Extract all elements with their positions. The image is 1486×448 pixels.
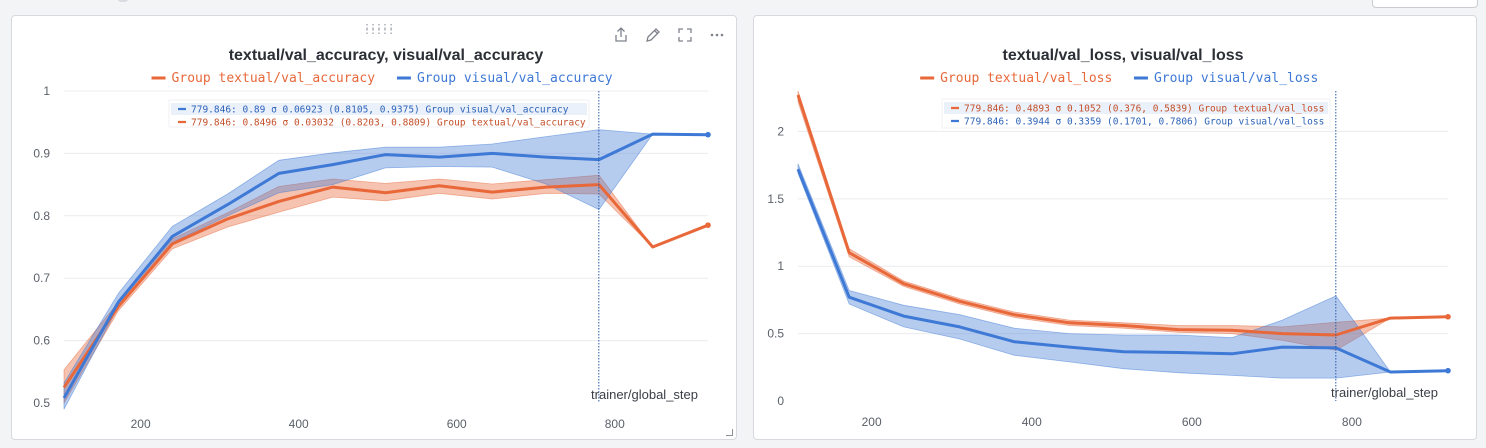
- loss-chart[interactable]: textual/val_loss, visual/val_loss Group t…: [754, 16, 1477, 440]
- tooltip-row-textual: 779.846: 0.4893 σ 0.1052 (0.376, 0.5839)…: [964, 103, 1324, 114]
- series-endpoint-textual: [705, 222, 711, 228]
- legend-item-visual: Group visual/val_loss: [1133, 71, 1318, 86]
- error-band-visual: [63, 129, 709, 410]
- series-endpoint-visual: [1445, 367, 1451, 374]
- drag-handle-icon[interactable]: ::::::::::: [364, 21, 395, 37]
- x-tick-label: 200: [131, 417, 151, 431]
- tooltip-row-textual: 779.846: 0.8496 σ 0.03032 (0.8203, 0.880…: [191, 117, 586, 128]
- y-tick-label: 0.8: [33, 209, 50, 223]
- hover-tooltip: 779.846: 0.4893 σ 0.1052 (0.376, 0.5839)…: [941, 98, 1331, 129]
- resize-handle-icon[interactable]: [726, 429, 733, 436]
- chart-title: textual/val_accuracy, visual/val_accurac…: [229, 47, 544, 64]
- error-band-visual: [797, 163, 1449, 379]
- chart-panel-loss: textual/val_loss, visual/val_loss Group t…: [753, 15, 1477, 440]
- hover-tooltip: 779.846: 0.89 σ 0.06923 (0.8105, 0.9375)…: [168, 99, 590, 128]
- series-line-visual: [796, 168, 1449, 374]
- tooltip-row-visual: 779.846: 0.89 σ 0.06923 (0.8105, 0.9375)…: [191, 104, 569, 115]
- more-icon[interactable]: [708, 26, 726, 44]
- series-endpoint-visual: [705, 131, 711, 138]
- chart-panel-accuracy: :::::::::: textual/val_accuracy, visual/…: [11, 15, 737, 440]
- legend-label-visual: Group visual/val_loss: [1154, 71, 1318, 86]
- x-tick-label: 800: [605, 417, 625, 431]
- top-indicator: [118, 0, 128, 2]
- x-tick-label: 400: [1022, 415, 1042, 429]
- error-band-textual: [63, 174, 709, 405]
- x-axis-label: trainer/global_step: [1331, 385, 1438, 400]
- edit-icon[interactable]: [644, 26, 662, 44]
- x-tick-label: 400: [289, 417, 309, 431]
- x-tick-label: 800: [1342, 415, 1362, 429]
- y-tick-label: 1: [43, 84, 50, 98]
- fullscreen-icon[interactable]: [676, 26, 694, 44]
- accuracy-chart[interactable]: textual/val_accuracy, visual/val_accurac…: [12, 16, 737, 440]
- x-tick-label: 600: [1182, 415, 1202, 429]
- top-toolbar-button[interactable]: [1372, 0, 1478, 8]
- x-tick-label: 200: [862, 415, 882, 429]
- series-line-visual: [62, 132, 709, 399]
- y-tick-label: 0.7: [33, 271, 50, 285]
- legend-item-textual: Group textual/val_loss: [920, 71, 1112, 86]
- tooltip-highlight-row: [944, 102, 1328, 114]
- y-tick-label: 0.6: [33, 334, 50, 348]
- y-tick-label: 1.5: [767, 192, 784, 206]
- chart-title: textual/val_loss, visual/val_loss: [1002, 47, 1243, 64]
- y-tick-label: 0.5: [33, 396, 50, 410]
- y-tick-label: 0.5: [767, 327, 784, 341]
- legend-item-visual: Group visual/val_accuracy: [396, 71, 613, 86]
- y-tick-label: 1: [777, 259, 784, 273]
- legend: Group textual/val_loss Group visual/val_l…: [920, 71, 1318, 86]
- share-icon[interactable]: [612, 26, 630, 44]
- y-tick-label: 2: [777, 124, 784, 138]
- series-line-textual: [62, 183, 709, 389]
- series-endpoint-textual: [1445, 313, 1451, 320]
- legend-label-textual: Group textual/val_loss: [940, 71, 1112, 86]
- legend-label-textual: Group textual/val_accuracy: [172, 71, 376, 86]
- y-tick-label: 0: [777, 394, 784, 408]
- legend-item-textual: Group textual/val_accuracy: [151, 71, 376, 86]
- x-axis-label: trainer/global_step: [591, 387, 698, 402]
- tooltip-highlight-row: [171, 103, 587, 115]
- panel-toolbar: [612, 26, 726, 44]
- legend: Group textual/val_accuracy Group visual/v…: [151, 71, 613, 86]
- legend-label-visual: Group visual/val_accuracy: [417, 71, 613, 86]
- x-tick-label: 600: [447, 417, 467, 431]
- tooltip-row-visual: 779.846: 0.3944 σ 0.3359 (0.1701, 0.7806…: [964, 116, 1324, 127]
- y-tick-label: 0.9: [33, 146, 50, 160]
